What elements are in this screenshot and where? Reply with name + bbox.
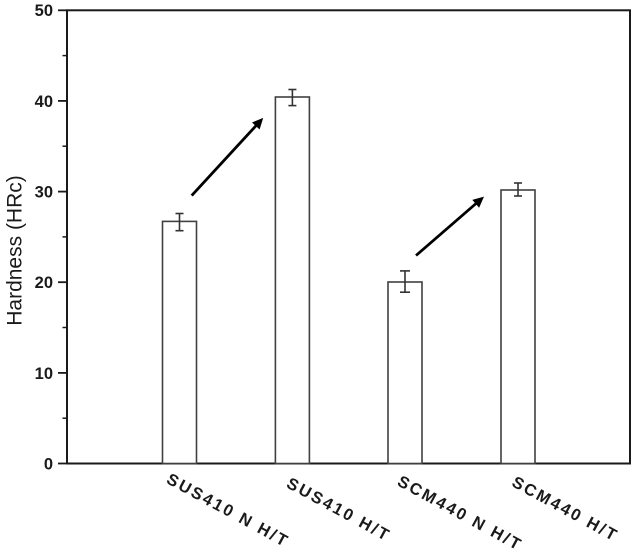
svg-text:Hardness (HRc): Hardness (HRc)	[4, 175, 27, 326]
svg-text:40: 40	[35, 93, 53, 111]
svg-text:50: 50	[35, 2, 53, 20]
svg-text:10: 10	[35, 365, 53, 383]
svg-text:0: 0	[44, 455, 53, 473]
svg-text:30: 30	[35, 184, 53, 202]
svg-text:20: 20	[35, 274, 53, 292]
